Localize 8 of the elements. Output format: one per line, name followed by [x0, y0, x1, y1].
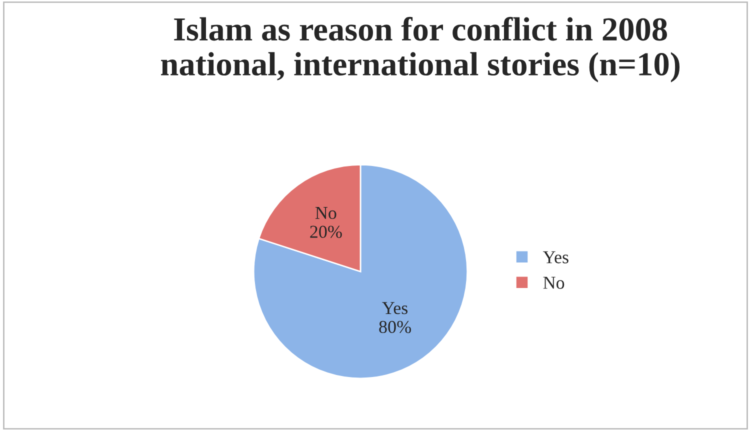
slice-label: Yes [382, 302, 408, 314]
chart-title: Islam as reason for conflict in 2008 national, international stories (n=10) [161, 16, 680, 82]
data-label: 80% [379, 320, 411, 334]
slice-label: No [315, 207, 336, 220]
legend-label: Yes [542, 251, 568, 264]
data-label: 20% [310, 226, 342, 238]
pie-slice [252, 164, 468, 380]
legend-label: No [543, 276, 564, 289]
